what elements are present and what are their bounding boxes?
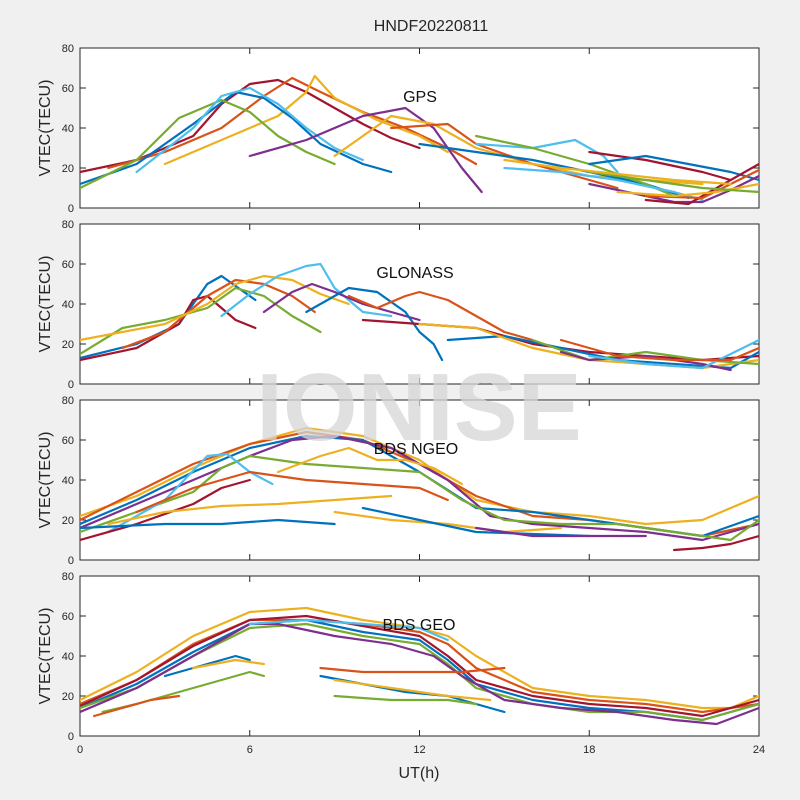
panel-2-ytick-label-4: 80	[62, 395, 74, 407]
panel-2-ytick-label-2: 40	[62, 475, 74, 487]
panel-1-ytick-label-4: 80	[62, 219, 74, 231]
panel-3-series-2	[80, 614, 759, 718]
panel-1-series-4	[80, 274, 350, 342]
panel-0-series-19	[588, 170, 759, 194]
panel-1-series-5	[220, 262, 393, 318]
panel-2-series-6	[276, 446, 463, 486]
panel-0-series-3	[80, 90, 393, 186]
panel-3-series-0	[80, 606, 759, 710]
panel-0-series-4	[80, 98, 336, 190]
panel-1-series-15	[559, 338, 759, 362]
panel-0-series-5	[135, 86, 364, 174]
panel-3-axes	[79, 575, 760, 737]
panel-1-ytick-label-2: 40	[62, 299, 74, 311]
panel-3-series-13	[333, 678, 492, 702]
x-tick-label-0: 0	[77, 744, 83, 756]
panel-1-series-8	[347, 290, 534, 342]
panel-2-series-10	[107, 494, 393, 526]
panel-3-label: BDS GEO	[383, 617, 456, 634]
panel-3-series-1	[80, 618, 759, 714]
watermark-text: IONISE	[256, 354, 581, 461]
panel-3-series-7	[163, 654, 251, 678]
panel-0-ytick-label-4: 80	[62, 43, 74, 55]
panel-2-series-4	[80, 454, 759, 542]
panel-3: 0 20 40 60 80 0 6 12 18 24 BDS GEO VTEC(TECU)	[37, 571, 765, 756]
panel-1-label: GLONASS	[376, 265, 453, 282]
x-tick-label-2: 12	[413, 744, 425, 756]
panel-2-series-5	[107, 452, 274, 534]
panel-1-series-14	[588, 338, 759, 370]
x-tick-label-3: 18	[583, 744, 595, 756]
panel-1: 0 20 40 60 80 GLONASS VTEC(TECU)	[37, 219, 760, 391]
panel-3-series-6	[248, 618, 449, 642]
panel-0-series-group	[80, 74, 759, 206]
panels-group: 020406080GPSVTEC(TECU)020406080GLONASSVT…	[37, 43, 765, 756]
panel-2-ytick-label-0: 0	[68, 555, 74, 567]
x-tick-label-1: 6	[247, 744, 253, 756]
panel-1-series-3	[80, 286, 322, 356]
panel-2-series-9	[80, 518, 336, 530]
panel-2-series-11	[333, 510, 563, 534]
panel-3-series-8	[192, 658, 265, 670]
panel-3-series-11	[319, 666, 506, 674]
panel-2-label: BDS NGEO	[374, 441, 458, 458]
panel-2-ylabel: VTEC(TECU)	[37, 432, 54, 529]
panel-2-series-14	[672, 534, 759, 552]
panel-0-series-12	[588, 150, 732, 182]
panel-2-series-8	[80, 478, 251, 542]
panel-3-ytick-label-4: 80	[62, 571, 74, 583]
panel-0-axes	[79, 47, 760, 209]
panel-0-label: GPS	[403, 89, 437, 106]
panel-2-series-12	[361, 506, 591, 538]
panel-1-series-13	[559, 350, 732, 372]
panel-3-ytick-label-1: 20	[62, 691, 74, 703]
panel-2-ytick-label-1: 20	[62, 515, 74, 527]
panel-0-series-20	[503, 158, 732, 186]
panel-3-ylabel: VTEC(TECU)	[37, 608, 54, 705]
panel-0-series-6	[248, 106, 483, 194]
panel-0-ytick-label-3: 60	[62, 83, 74, 95]
panel-1-series-group	[80, 262, 759, 372]
panel-0-ytick-label-0: 0	[68, 203, 74, 215]
panel-3-series-14	[333, 694, 478, 706]
panel-0-series-2	[163, 74, 449, 166]
figure-title: HNDF20220811	[374, 18, 489, 35]
panel-1-ylabel: VTEC(TECU)	[37, 256, 54, 353]
panel-3-ytick-label-2: 40	[62, 651, 74, 663]
panel-3-series-5	[80, 622, 759, 726]
panel-0-ytick-label-1: 20	[62, 163, 74, 175]
panel-1-ytick-label-3: 60	[62, 259, 74, 271]
panel-0-ytick-label-2: 40	[62, 123, 74, 135]
panel-1-series-2	[121, 278, 316, 350]
panel-3-ytick-label-3: 60	[62, 611, 74, 623]
panel-3-ytick-label-0: 0	[68, 731, 74, 743]
x-tick-label-4: 24	[753, 744, 765, 756]
panel-2-series-7	[135, 470, 449, 514]
panel-3-series-10	[92, 694, 181, 718]
panel-0-ylabel: VTEC(TECU)	[37, 80, 54, 177]
panel-0-series-1	[107, 76, 478, 170]
panel-2-series-group	[80, 426, 759, 552]
panel-1-ytick-label-0: 0	[68, 379, 74, 391]
panel-1-ytick-label-1: 20	[62, 339, 74, 351]
panel-1-series-1	[80, 294, 257, 362]
panel-2-ytick-label-3: 60	[62, 435, 74, 447]
panel-2-series-0	[80, 426, 759, 526]
panel-1-series-6	[262, 282, 421, 322]
panel-3-series-group	[80, 606, 759, 726]
panel-0-series-16	[644, 162, 759, 206]
panel-2-series-13	[475, 526, 647, 538]
panel-2: 0 20 40 60 80 BDS NGEO VTEC(TECU)	[37, 395, 760, 567]
x-axis-label: UT(h)	[399, 765, 440, 782]
panel-0: 0 20 40 60 80 GPS VTEC(TECU)	[37, 43, 760, 215]
panel-0-series-18	[616, 182, 759, 198]
panel-0-series-8	[390, 122, 619, 190]
